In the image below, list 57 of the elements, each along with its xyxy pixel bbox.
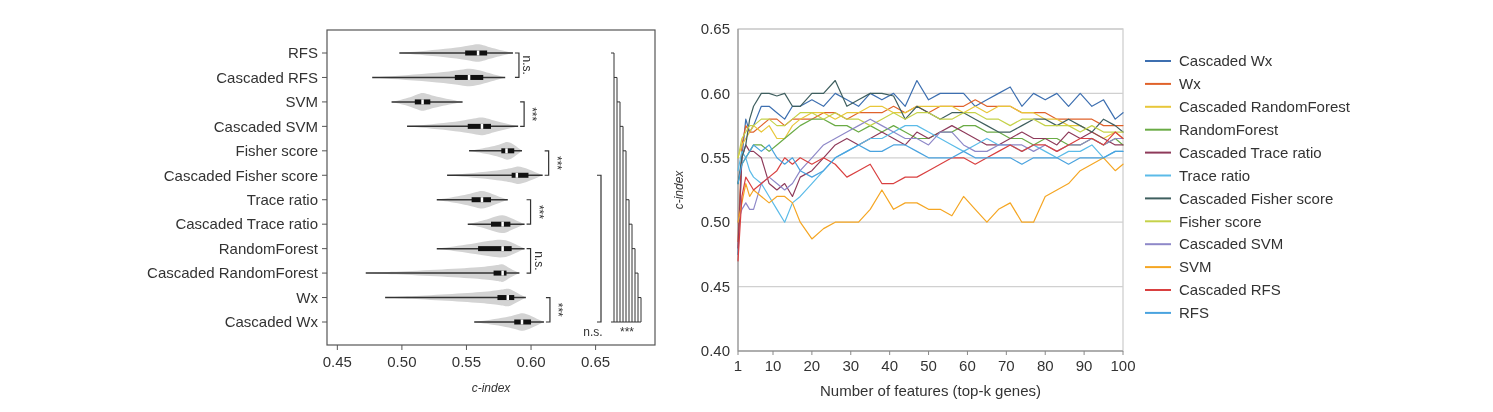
x-axis-title: c-index: [471, 381, 512, 395]
legend-label: Fisher score: [1179, 212, 1262, 230]
y-tick-label: Wx: [296, 288, 319, 306]
annotation: n.s.: [519, 55, 534, 75]
y-tick-label: Cascaded RFS: [216, 68, 318, 86]
annotation: n.s.: [531, 251, 546, 271]
y-tick-label: Cascaded Trace ratio: [175, 215, 318, 233]
y-tick-label: Cascaded Wx: [224, 313, 319, 331]
x-axis-title: Number of features (top-k genes): [820, 382, 1041, 399]
y-tick-label: Cascaded Fisher score: [163, 166, 318, 184]
x-tick-label: 40: [881, 357, 899, 374]
y-tick-label: SVM: [285, 93, 318, 111]
annotation: n.s.: [583, 325, 603, 339]
y-tick-label: Cascaded SVM: [213, 117, 318, 135]
legend-label: Cascaded SVM: [1179, 235, 1284, 253]
y-tick-label: Trace ratio: [246, 190, 318, 208]
x-tick-label: 70: [997, 357, 1015, 374]
y-tick-label: 0.40: [700, 342, 730, 360]
y-axis-title: c-index: [672, 169, 686, 210]
y-tick-label: 0.50: [700, 213, 730, 231]
y-tick-label: 0.60: [700, 84, 730, 102]
legend-label: Cascaded Wx: [1179, 52, 1273, 70]
y-tick-label: RandomForest: [218, 239, 319, 257]
legend-label: Cascaded Fisher score: [1179, 189, 1334, 207]
y-tick-label: 0.45: [700, 277, 730, 295]
x-tick-label: 50: [920, 357, 937, 374]
x-tick-label: 10: [764, 357, 782, 374]
x-tick-label: 30: [842, 357, 860, 374]
legend-label: Trace ratio: [1179, 166, 1251, 184]
annotation: ***: [619, 325, 635, 339]
legend-label: RandomForest: [1179, 120, 1280, 138]
annotation: ***: [549, 156, 564, 171]
x-tick-label: 0.50: [387, 353, 417, 370]
legend-label: Cascaded RFS: [1179, 281, 1281, 299]
y-tick-label: Fisher score: [235, 142, 318, 160]
y-tick-label: 0.65: [700, 20, 730, 38]
legend-label: Cascaded Trace ratio: [1179, 143, 1322, 161]
x-tick-label: 1: [733, 357, 743, 374]
x-tick-label: 100: [1110, 357, 1136, 374]
x-tick-label: 0.60: [516, 353, 546, 370]
x-tick-label: 0.65: [581, 353, 611, 370]
x-tick-label: 0.45: [322, 353, 352, 370]
annotation: ***: [525, 107, 540, 122]
y-tick-label: 0.55: [700, 149, 730, 167]
x-tick-label: 90: [1075, 357, 1093, 374]
legend-label: SVM: [1179, 258, 1212, 276]
x-tick-label: 20: [803, 357, 821, 374]
x-tick-label: 0.55: [451, 353, 482, 370]
annotation: ***: [531, 204, 546, 220]
y-tick-label: RFS: [288, 44, 318, 62]
legend-label: Wx: [1179, 75, 1202, 93]
y-tick-label: Cascaded RandomForest: [147, 264, 319, 282]
annotation: ***: [550, 302, 565, 318]
legend-label: Cascaded RandomForest: [1179, 98, 1351, 116]
legend-label: RFS: [1179, 304, 1209, 322]
x-tick-label: 80: [1036, 357, 1054, 374]
x-tick-label: 60: [959, 357, 976, 374]
